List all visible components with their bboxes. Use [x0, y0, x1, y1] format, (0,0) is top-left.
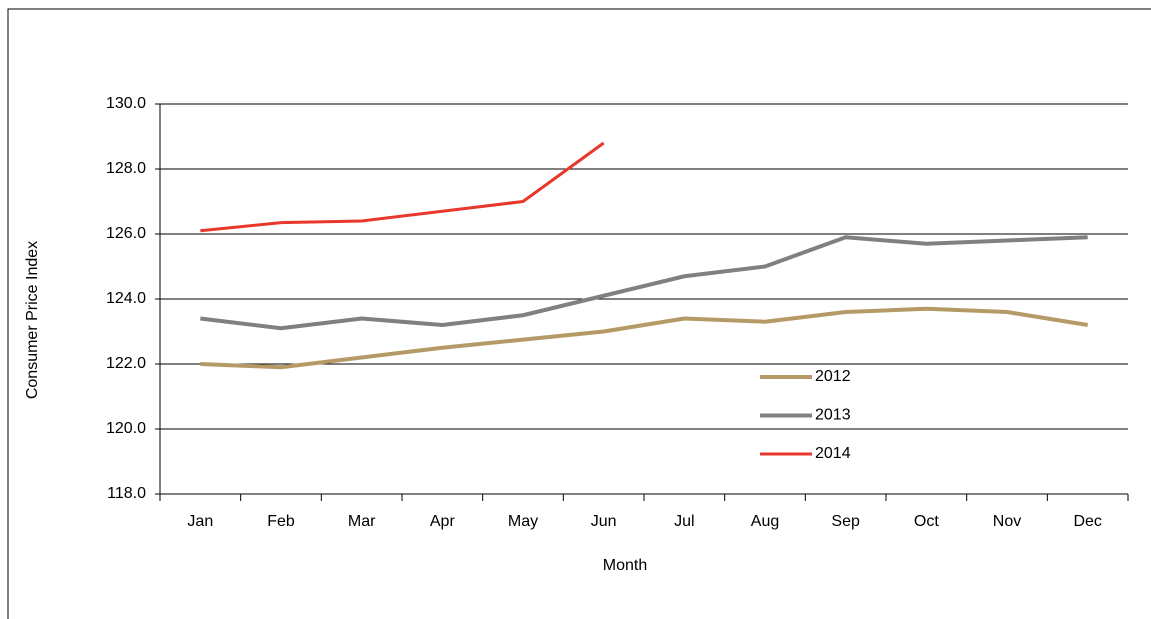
line-series: [200, 235, 1088, 331]
y-tick-label: 128.0: [106, 160, 146, 177]
chart-frame: [7, 8, 1151, 619]
x-tick-label: Feb: [267, 513, 295, 530]
y-tick-label: 126.0: [106, 225, 146, 242]
x-tick-label: Dec: [1073, 513, 1101, 530]
legend-label: 2014: [815, 445, 851, 462]
x-tick-label: Nov: [993, 513, 1021, 530]
y-tick-label: 124.0: [106, 290, 146, 307]
legend-label: 2013: [815, 407, 851, 424]
x-tick-label: Jun: [591, 513, 617, 530]
x-tick-label: Oct: [914, 513, 939, 530]
x-tick-label: Sep: [831, 513, 860, 530]
y-tick-label: 118.0: [107, 485, 146, 502]
line-series: [200, 141, 605, 233]
x-tick-label: Aug: [751, 513, 779, 530]
x-tick-label: Jul: [674, 513, 694, 530]
legend-label: 2012: [815, 368, 851, 385]
line-series: [200, 306, 1088, 370]
x-axis-title: Month: [603, 557, 647, 574]
x-tick-label: Jan: [187, 513, 213, 530]
y-axis-title: Consumer Price Index: [24, 241, 41, 399]
x-tick-label: Mar: [348, 513, 376, 530]
x-tick-label: May: [508, 513, 538, 530]
y-tick-label: 120.0: [106, 420, 146, 437]
x-tick-label: Apr: [430, 513, 456, 530]
y-tick-label: 122.0: [106, 355, 146, 372]
y-tick-label: 130.0: [106, 95, 146, 112]
